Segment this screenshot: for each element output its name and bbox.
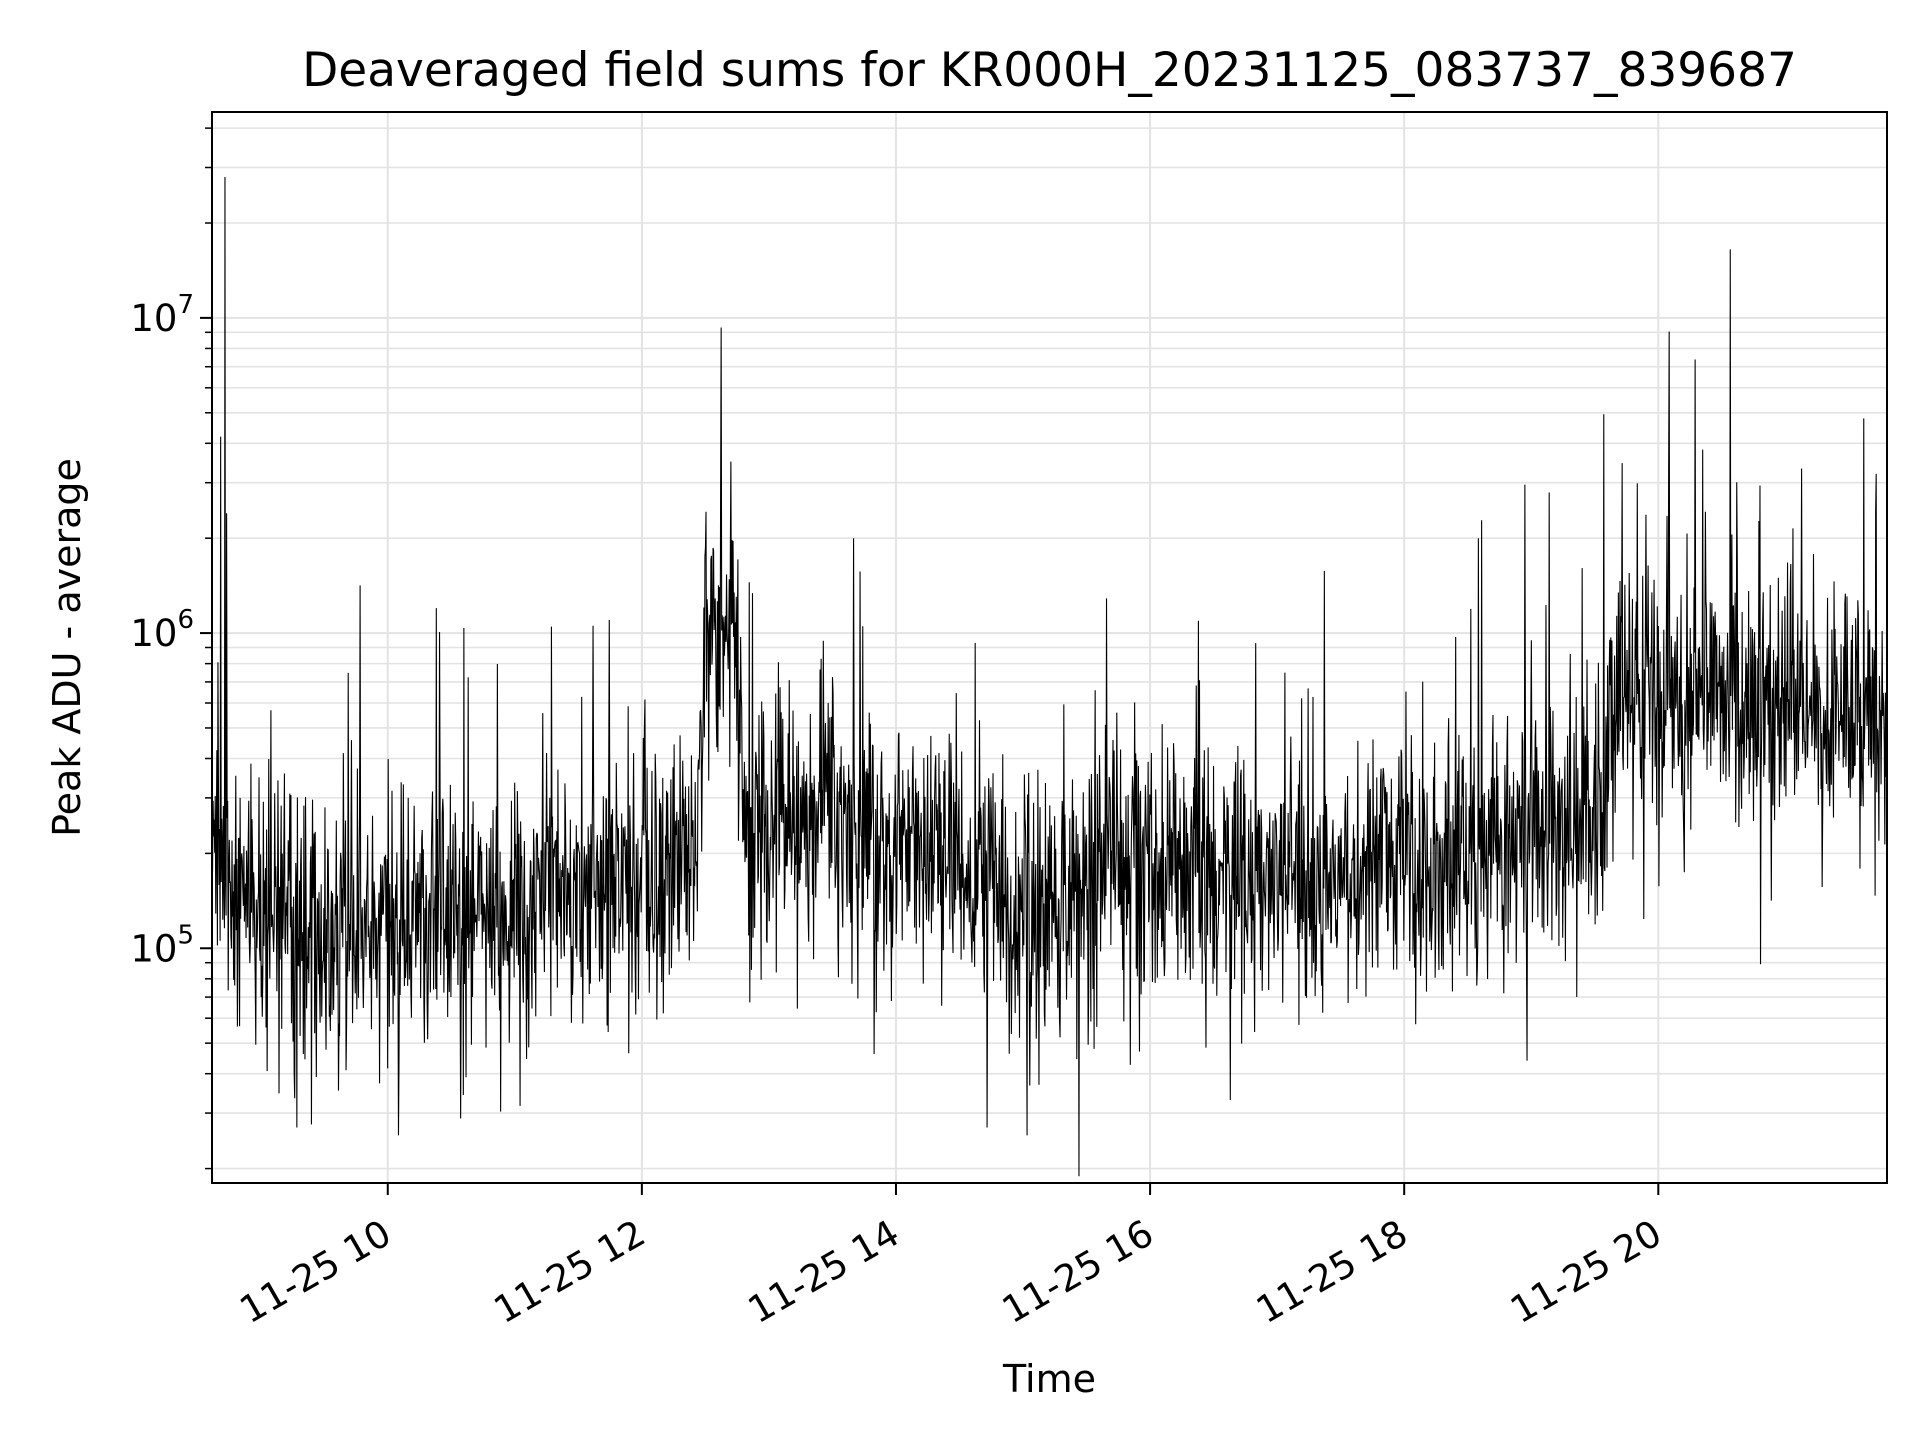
series-layer bbox=[211, 176, 1888, 1177]
x-axis-label: Time bbox=[1002, 1357, 1096, 1401]
y-tick-label: 105 bbox=[130, 920, 194, 970]
y-axis-label: Peak ADU - average bbox=[45, 458, 89, 837]
y-tick-label: 107 bbox=[130, 290, 194, 340]
series-line bbox=[211, 176, 1888, 1177]
y-tick-labels: 105 106 107 bbox=[130, 290, 194, 970]
chart-title: Deaveraged field sums for KR000H_2023112… bbox=[302, 43, 1797, 98]
y-tick-label: 106 bbox=[130, 605, 194, 655]
tick-marks bbox=[200, 127, 1660, 1195]
